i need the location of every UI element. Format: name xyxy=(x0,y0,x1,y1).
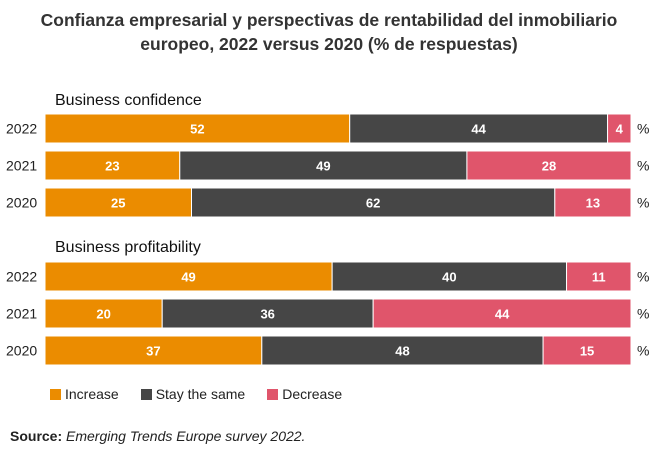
data-label-business-confidence-2021-increase: 23 xyxy=(105,159,119,174)
bar-segment-business-confidence-2021-decrease xyxy=(466,150,632,181)
unit-label-business-confidence-2020: % xyxy=(637,195,649,211)
row-label-business-confidence-2020: 2020 xyxy=(6,195,37,211)
bar-segment-business-profitability-2021-increase xyxy=(44,298,163,329)
legend: Increase Stay the same Decrease xyxy=(50,386,364,402)
legend-label-decrease: Decrease xyxy=(282,386,343,402)
data-label-business-profitability-2022-stay-the-same: 40 xyxy=(442,270,456,285)
unit-label-business-profitability-2021: % xyxy=(637,306,649,322)
legend-swatch-increase xyxy=(50,388,61,400)
row-label-business-confidence-2021: 2021 xyxy=(6,158,37,174)
data-label-business-profitability-2022-increase: 49 xyxy=(181,270,195,285)
bar-segment-business-confidence-2022-stay-the-same xyxy=(349,113,609,144)
row-label-business-profitability-2021: 2021 xyxy=(6,306,37,322)
source-label: Source: xyxy=(10,428,63,444)
data-label-business-confidence-2020-stay-the-same: 62 xyxy=(366,196,380,211)
bar-segment-business-profitability-2021-decrease xyxy=(372,298,632,329)
panel-title-business-profitability: Business profitability xyxy=(55,239,201,256)
data-label-business-confidence-2022-increase: 52 xyxy=(190,122,204,137)
legend-item-decrease: Decrease xyxy=(267,386,342,402)
bar-segment-business-profitability-2020-increase xyxy=(44,335,263,366)
legend-swatch-stay-the-same xyxy=(140,388,152,400)
row-label-business-profitability-2020: 2020 xyxy=(6,343,37,359)
data-label-business-confidence-2022-decrease: 4 xyxy=(616,122,624,137)
legend-item-stay-the-same: Stay the same xyxy=(140,386,246,402)
bar-segment-business-confidence-2020-decrease xyxy=(554,187,632,218)
data-label-business-profitability-2020-stay-the-same: 48 xyxy=(395,344,409,359)
legend-label-increase: Increase xyxy=(65,386,119,402)
data-label-business-profitability-2021-increase: 20 xyxy=(96,307,110,322)
bar-segment-business-profitability-2020-decrease xyxy=(542,335,632,366)
data-label-business-confidence-2022-stay-the-same: 44 xyxy=(471,122,486,137)
bar-segment-business-profitability-2022-decrease xyxy=(566,261,632,292)
chart-title-line2: europeo, 2022 versus 2020 (% de respuest… xyxy=(140,34,518,54)
unit-label-business-confidence-2022: % xyxy=(637,121,649,137)
legend-label-stay-the-same: Stay the same xyxy=(155,386,246,402)
data-label-business-confidence-2021-stay-the-same: 49 xyxy=(316,159,330,174)
data-label-business-confidence-2020-decrease: 13 xyxy=(586,196,600,211)
row-label-business-profitability-2022: 2022 xyxy=(6,269,37,285)
panel-title-business-confidence: Business confidence xyxy=(55,92,202,109)
source-text: Emerging Trends Europe survey 2022. xyxy=(66,428,306,444)
legend-item-increase: Increase xyxy=(50,386,119,402)
data-label-business-confidence-2020-increase: 25 xyxy=(111,196,125,211)
unit-label-business-profitability-2022: % xyxy=(637,269,649,285)
legend-swatch-decrease xyxy=(267,388,279,400)
unit-label-business-confidence-2021: % xyxy=(637,158,649,174)
unit-label-business-profitability-2020: % xyxy=(637,343,649,359)
bar-segment-business-confidence-2020-increase xyxy=(44,187,192,218)
data-label-business-confidence-2021-decrease: 28 xyxy=(542,159,556,174)
data-label-business-profitability-2020-decrease: 15 xyxy=(580,344,594,359)
data-label-business-profitability-2022-decrease: 11 xyxy=(592,270,606,285)
bar-segment-business-profitability-2022-stay-the-same xyxy=(331,261,568,292)
bar-segment-business-profitability-2020-stay-the-same xyxy=(261,335,544,366)
data-label-business-profitability-2021-decrease: 44 xyxy=(495,307,510,322)
data-label-business-profitability-2021-stay-the-same: 36 xyxy=(260,307,274,322)
bar-segment-business-confidence-2022-decrease xyxy=(607,113,632,144)
bar-segment-business-profitability-2022-increase xyxy=(44,261,333,292)
data-label-business-profitability-2020-increase: 37 xyxy=(146,344,160,359)
chart-title: Confianza empresarial y perspectivas de … xyxy=(0,8,658,56)
row-label-business-confidence-2022: 2022 xyxy=(6,121,37,137)
chart-title-line1: Confianza empresarial y perspectivas de … xyxy=(40,10,618,30)
source-note: Source: Emerging Trends Europe survey 20… xyxy=(10,428,305,444)
